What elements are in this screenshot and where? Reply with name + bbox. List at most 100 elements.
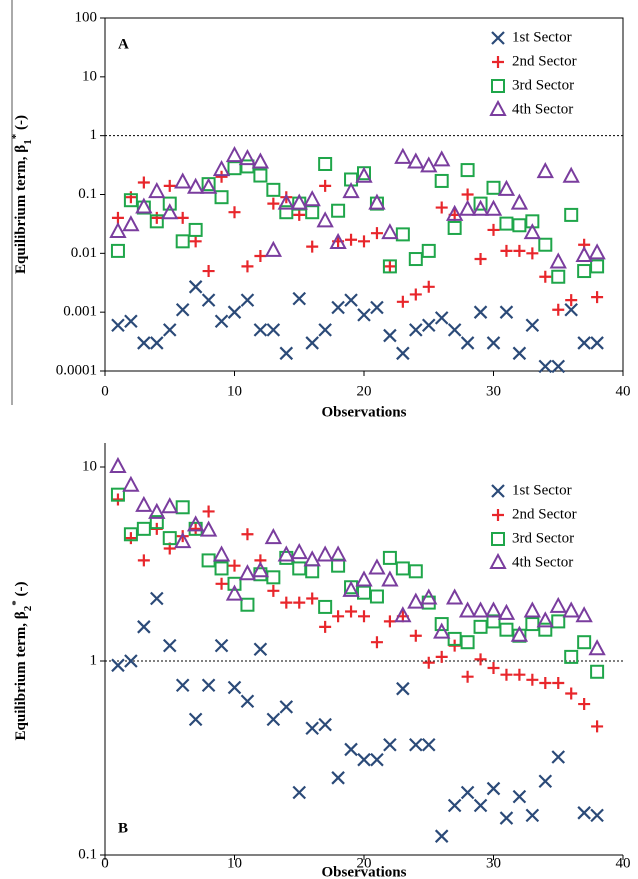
point-x — [292, 291, 307, 306]
x-tick-label: 30 — [486, 855, 501, 871]
point-x — [370, 300, 384, 315]
point-x — [357, 308, 371, 322]
point-triangle — [148, 181, 166, 199]
y-tick-label: 0.01 — [71, 245, 97, 261]
point-x — [162, 323, 177, 337]
point-triangle — [238, 148, 257, 166]
point-x — [175, 302, 190, 317]
point-square — [447, 220, 462, 235]
point-x — [137, 620, 151, 634]
point-x — [111, 658, 125, 673]
point-triangle — [381, 223, 399, 240]
point-plus — [591, 720, 604, 733]
point-square — [305, 205, 320, 220]
point-square — [434, 617, 449, 632]
point-square — [460, 163, 475, 178]
point-triangle — [109, 221, 127, 239]
point-x — [357, 752, 371, 767]
point-square — [162, 531, 177, 546]
point-triangle — [368, 193, 386, 210]
point-triangle — [135, 197, 153, 214]
point-x — [396, 346, 410, 361]
x-tick-label: 40 — [616, 855, 631, 871]
y-tick-label: 0.0001 — [56, 362, 97, 378]
point-x — [564, 302, 578, 317]
point-plus — [474, 253, 487, 266]
point-x — [266, 323, 281, 337]
point-triangle — [562, 601, 580, 618]
point-plus — [487, 662, 500, 675]
x-tick-label: 10 — [227, 855, 242, 871]
point-plus — [228, 206, 241, 219]
point-plus — [163, 179, 176, 192]
point-square — [214, 190, 229, 205]
y-tick-label: 10 — [82, 68, 97, 84]
point-triangle — [394, 147, 412, 164]
y-axis-title-part: 1 — [22, 139, 34, 145]
point-x — [409, 737, 423, 752]
point-plus — [150, 211, 163, 224]
point-plus — [396, 295, 409, 308]
point-square — [408, 252, 423, 267]
point-plus — [241, 528, 254, 541]
point-x — [137, 336, 151, 350]
point-x — [512, 789, 527, 804]
point-plus — [267, 197, 280, 210]
point-plus — [306, 592, 319, 605]
point-triangle — [433, 150, 451, 167]
point-plus — [293, 208, 306, 221]
point-x — [150, 591, 164, 606]
point-plus — [306, 240, 319, 253]
point-x — [214, 314, 229, 329]
legend-marker — [492, 56, 504, 68]
y-tick-label: 0.1 — [78, 186, 97, 202]
point-plus — [176, 211, 189, 224]
point-triangle — [290, 193, 308, 210]
point-triangle — [407, 592, 425, 609]
point-plus — [526, 247, 539, 260]
point-triangle — [212, 159, 231, 177]
point-triangle — [148, 502, 166, 519]
y-axis-title-part: Equilibrium term, β — [13, 145, 29, 274]
point-triangle — [109, 456, 127, 473]
point-x — [253, 323, 268, 337]
point-triangle — [225, 584, 244, 601]
point-x — [318, 323, 332, 337]
point-plus — [487, 223, 500, 236]
point-triangle — [458, 199, 477, 216]
point-plus — [189, 522, 202, 535]
point-square — [279, 205, 294, 220]
point-plus — [526, 673, 539, 686]
point-triangle — [225, 145, 244, 163]
point-plus — [111, 493, 124, 506]
point-square — [590, 664, 605, 679]
legend-label: 3rd Sector — [512, 77, 574, 93]
point-square — [188, 222, 203, 237]
point-square — [110, 487, 125, 502]
point-triangle — [549, 596, 567, 613]
legend-label: 2nd Sector — [512, 506, 577, 522]
point-plus — [241, 260, 254, 273]
point-triangle — [445, 204, 464, 221]
point-triangle — [303, 190, 321, 207]
point-square — [227, 161, 242, 176]
legend-marker — [489, 552, 507, 569]
point-triangle — [510, 193, 529, 210]
point-plus — [202, 265, 215, 278]
point-x — [512, 346, 527, 361]
point-square — [538, 237, 553, 252]
point-plus — [539, 270, 552, 283]
point-plus — [370, 636, 383, 649]
point-triangle — [445, 588, 464, 605]
point-square — [473, 196, 488, 211]
point-plus — [124, 532, 137, 545]
legend-label: 4th Sector — [512, 101, 573, 117]
y-tick-label: 100 — [75, 9, 98, 25]
point-x — [473, 798, 488, 813]
point-x — [421, 737, 436, 752]
legend-marker — [489, 99, 507, 116]
point-plus — [358, 235, 370, 248]
point-triangle — [484, 601, 503, 618]
point-square — [266, 570, 281, 585]
point-plus — [332, 610, 345, 623]
